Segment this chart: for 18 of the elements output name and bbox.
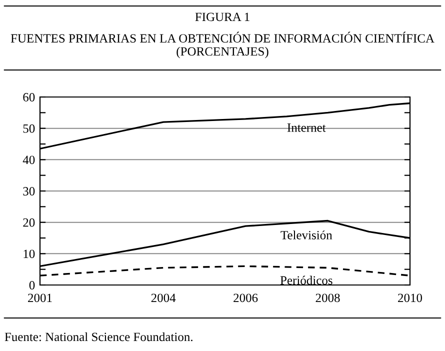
series-label: Periódicos bbox=[280, 276, 332, 285]
chart-subtitle: FUENTES PRIMARIAS EN LA OBTENCIÓN DE INFORMACIÓN CIENTÍFICA (PORCENTAJES) bbox=[10, 32, 434, 58]
y-tick-label: 20 bbox=[23, 218, 35, 227]
y-tick-label: 10 bbox=[24, 250, 35, 258]
x-tick-label: 2006 bbox=[234, 294, 258, 302]
x-tick-label: 2010 bbox=[398, 294, 422, 302]
x-tick-label: 2008 bbox=[316, 294, 340, 302]
x-tick-label: 2001 bbox=[28, 294, 52, 302]
y-tick-label: 0 bbox=[29, 281, 35, 290]
y-tick-label: 40 bbox=[22, 156, 35, 164]
series-label: Televisión bbox=[280, 230, 332, 240]
y-tick-label: 50 bbox=[23, 124, 35, 133]
y-tick-label: 60 bbox=[23, 93, 35, 102]
source-note: Fuente: National Science Foundation. bbox=[4, 332, 192, 342]
chart-title: FIGURA 1 bbox=[195, 12, 250, 22]
series-label: Internet bbox=[287, 124, 326, 132]
y-tick-label: 30 bbox=[23, 187, 35, 196]
x-tick-label: 2004 bbox=[151, 294, 176, 302]
